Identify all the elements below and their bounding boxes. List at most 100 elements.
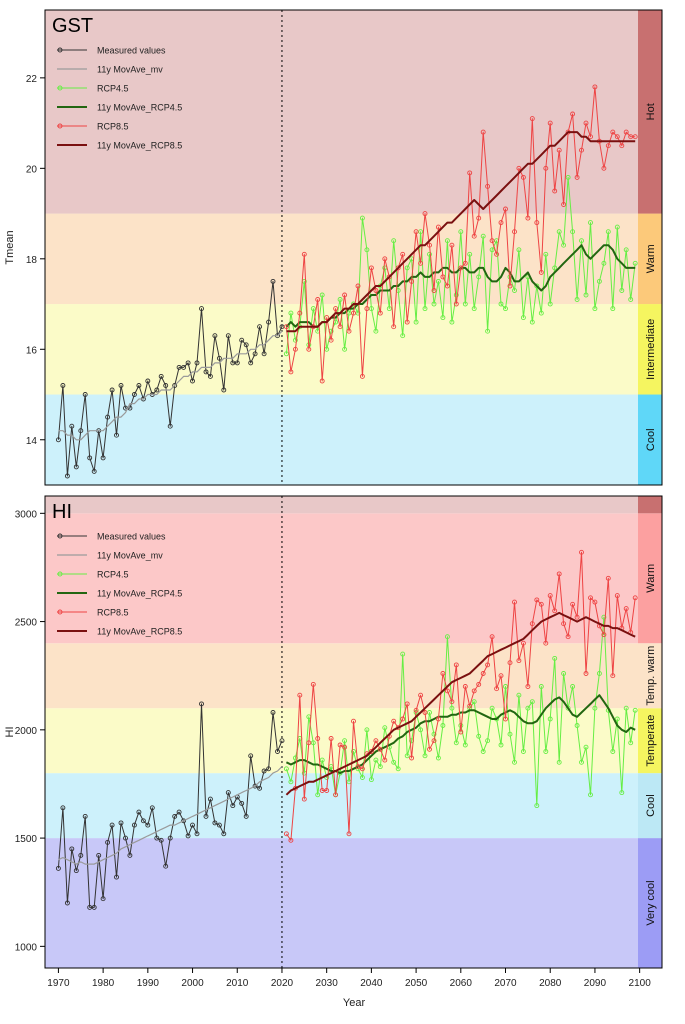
data-point — [614, 716, 620, 722]
series-rcp4-5 — [283, 174, 638, 357]
data-point — [601, 632, 607, 638]
data-point — [409, 755, 415, 761]
data-point — [266, 766, 272, 772]
data-point — [512, 759, 517, 765]
series-measured-values — [55, 278, 285, 479]
data-point — [552, 655, 558, 661]
legend-item-11y-movave-rcp8-5: 11y MovAve_RCP8.5 — [57, 627, 182, 637]
data-point — [512, 599, 517, 605]
data-point — [583, 671, 589, 676]
data-point — [359, 373, 365, 379]
data-point — [109, 822, 115, 828]
data-point — [520, 315, 526, 321]
zone-band-temp-warm — [45, 643, 638, 709]
data-point — [610, 749, 616, 754]
data-point — [221, 387, 227, 393]
data-point — [444, 238, 450, 244]
data-point — [69, 846, 75, 852]
zone-strip-cool — [638, 773, 662, 839]
panel-hi: Very cool Cool Temperate Temp. warm Warm 1000… — [4, 495, 663, 969]
data-point — [105, 839, 111, 845]
series-line — [285, 176, 636, 354]
data-point — [601, 165, 607, 171]
data-point — [427, 746, 432, 752]
x-tick-label: 1980 — [92, 978, 115, 989]
data-point — [552, 608, 558, 614]
data-point — [368, 306, 374, 312]
data-point — [64, 473, 70, 479]
data-point — [342, 744, 348, 750]
data-point — [422, 753, 428, 759]
data-point — [538, 310, 544, 316]
data-point — [252, 351, 258, 357]
data-point — [230, 360, 236, 366]
data-point — [583, 292, 589, 298]
data-point — [351, 310, 356, 316]
data-point — [440, 315, 446, 321]
zone-band-top — [45, 496, 638, 514]
data-point — [592, 599, 598, 605]
data-point — [355, 764, 361, 770]
data-point — [449, 319, 455, 325]
legend-label: RCP4.5 — [97, 570, 129, 580]
legend-item-rcp8-5: RCP8.5 — [57, 122, 129, 132]
data-point — [315, 792, 321, 798]
data-point — [283, 831, 289, 837]
data-point — [368, 265, 374, 271]
data-point — [373, 757, 379, 763]
legend-marker — [57, 571, 63, 577]
series-measured-values — [55, 701, 285, 910]
data-point — [547, 593, 553, 599]
data-point — [579, 759, 584, 765]
data-point — [529, 116, 535, 122]
legend-marker — [57, 47, 63, 53]
data-point — [404, 701, 410, 707]
data-point — [337, 297, 343, 302]
data-point — [543, 749, 549, 754]
data-point — [552, 265, 558, 271]
data-point — [239, 800, 245, 806]
data-point — [154, 387, 160, 393]
data-point — [529, 319, 535, 325]
data-point — [239, 337, 245, 343]
y-tick-label: 14 — [26, 436, 38, 447]
data-point — [364, 247, 370, 253]
legend-label: 11y MovAve_RCP8.5 — [97, 627, 182, 637]
data-point — [342, 292, 348, 298]
data-point — [279, 738, 285, 744]
legend-marker — [57, 123, 63, 129]
data-point — [216, 822, 222, 828]
zone-label: Very cool — [645, 880, 657, 925]
x-tick-label: 1990 — [137, 978, 160, 989]
legend-label: Measured values — [97, 532, 166, 542]
data-point — [592, 84, 598, 90]
data-point — [136, 383, 142, 388]
data-point — [444, 634, 450, 640]
data-point — [440, 274, 446, 280]
data-point — [355, 310, 361, 316]
data-point — [355, 283, 361, 289]
data-point — [364, 306, 370, 312]
data-point — [614, 593, 620, 599]
data-point — [619, 790, 625, 796]
data-point — [368, 777, 374, 783]
data-point — [610, 306, 616, 312]
data-point — [431, 738, 437, 744]
y-axis-label: Tmean — [4, 230, 16, 264]
data-point — [221, 831, 227, 837]
data-point — [592, 306, 598, 312]
data-point — [288, 779, 294, 785]
data-point — [404, 319, 410, 325]
data-point — [561, 202, 567, 207]
data-point — [440, 671, 446, 676]
data-point — [507, 660, 513, 666]
data-point — [628, 134, 634, 140]
data-point — [346, 328, 352, 334]
data-point — [82, 392, 88, 397]
data-point — [55, 865, 61, 871]
zone-label: Temperate — [645, 715, 657, 767]
data-point — [324, 315, 330, 321]
data-point — [136, 809, 142, 815]
x-tick-label: 2030 — [316, 978, 339, 989]
legend-marker — [57, 609, 63, 615]
